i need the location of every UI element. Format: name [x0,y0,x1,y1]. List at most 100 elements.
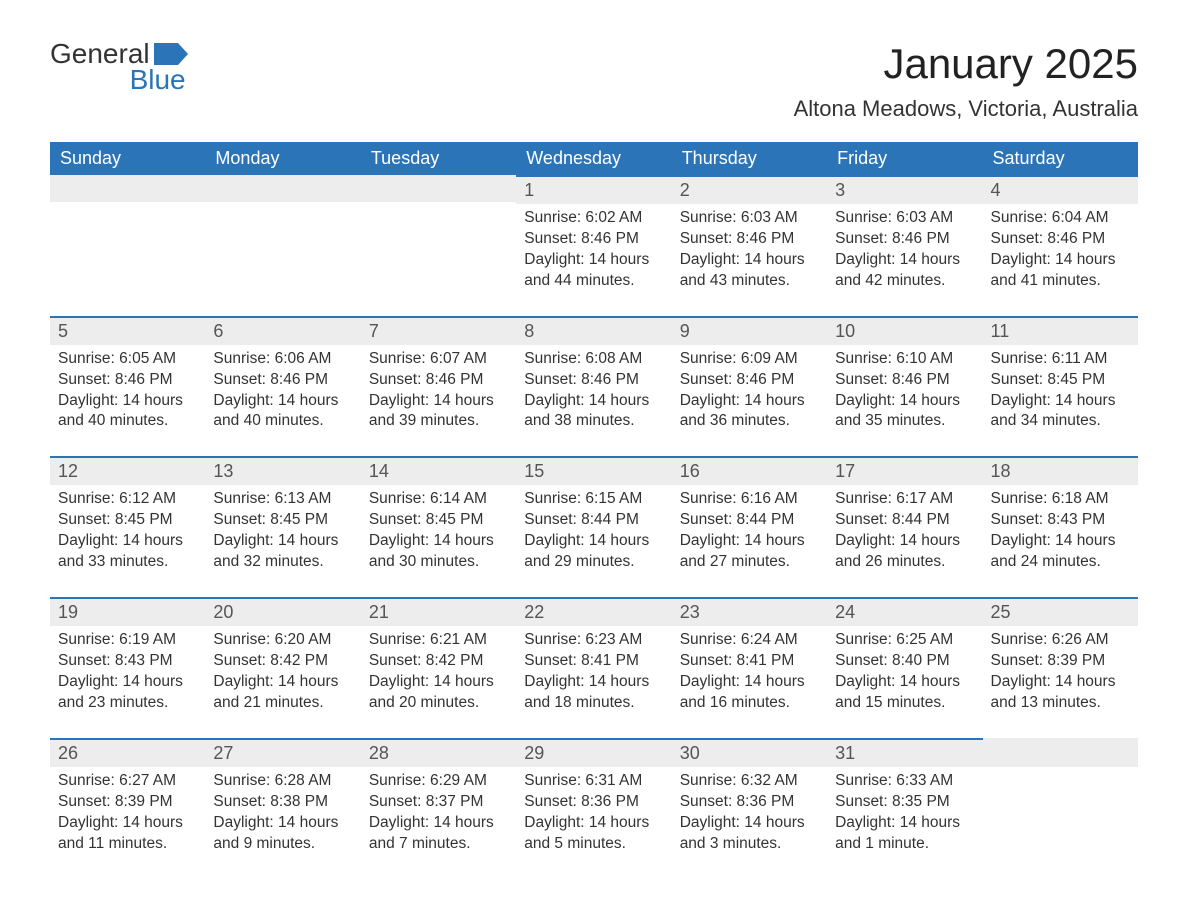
day-body: Sunrise: 6:18 AMSunset: 8:43 PMDaylight:… [983,485,1138,573]
day-number: 19 [50,597,205,626]
day-sunset: Sunset: 8:46 PM [835,229,974,250]
day-sunset: Sunset: 8:36 PM [680,792,819,813]
day-sunrise: Sunrise: 6:15 AM [524,489,663,510]
day-daylight: Daylight: 14 hours and 38 minutes. [524,391,663,433]
day-body: Sunrise: 6:17 AMSunset: 8:44 PMDaylight:… [827,485,982,573]
day-sunrise: Sunrise: 6:10 AM [835,349,974,370]
calendar-day: 17Sunrise: 6:17 AMSunset: 8:44 PMDayligh… [827,456,982,597]
day-daylight: Daylight: 14 hours and 24 minutes. [991,531,1130,573]
calendar-day: 31Sunrise: 6:33 AMSunset: 8:35 PMDayligh… [827,738,982,879]
day-daylight: Daylight: 14 hours and 26 minutes. [835,531,974,573]
day-body: Sunrise: 6:03 AMSunset: 8:46 PMDaylight:… [672,204,827,292]
day-sunset: Sunset: 8:45 PM [991,370,1130,391]
calendar-day: 24Sunrise: 6:25 AMSunset: 8:40 PMDayligh… [827,597,982,738]
day-body: Sunrise: 6:20 AMSunset: 8:42 PMDaylight:… [205,626,360,714]
day-daylight: Daylight: 14 hours and 11 minutes. [58,813,197,855]
day-sunrise: Sunrise: 6:03 AM [835,208,974,229]
day-sunrise: Sunrise: 6:02 AM [524,208,663,229]
day-sunrise: Sunrise: 6:21 AM [369,630,508,651]
day-number: 17 [827,456,982,485]
day-sunset: Sunset: 8:38 PM [213,792,352,813]
day-body: Sunrise: 6:07 AMSunset: 8:46 PMDaylight:… [361,345,516,433]
day-number: 9 [672,316,827,345]
day-daylight: Daylight: 14 hours and 23 minutes. [58,672,197,714]
day-sunrise: Sunrise: 6:23 AM [524,630,663,651]
day-sunset: Sunset: 8:46 PM [524,229,663,250]
day-number: 29 [516,738,671,767]
day-sunrise: Sunrise: 6:25 AM [835,630,974,651]
day-daylight: Daylight: 14 hours and 32 minutes. [213,531,352,573]
weekday-header: Sunday [50,142,205,175]
day-body: Sunrise: 6:27 AMSunset: 8:39 PMDaylight:… [50,767,205,855]
day-sunset: Sunset: 8:46 PM [58,370,197,391]
day-sunrise: Sunrise: 6:18 AM [991,489,1130,510]
day-daylight: Daylight: 14 hours and 1 minute. [835,813,974,855]
day-body: Sunrise: 6:19 AMSunset: 8:43 PMDaylight:… [50,626,205,714]
calendar-day: 30Sunrise: 6:32 AMSunset: 8:36 PMDayligh… [672,738,827,879]
day-body: Sunrise: 6:24 AMSunset: 8:41 PMDaylight:… [672,626,827,714]
day-number: 2 [672,175,827,204]
day-number: 5 [50,316,205,345]
day-sunset: Sunset: 8:42 PM [369,651,508,672]
day-daylight: Daylight: 14 hours and 5 minutes. [524,813,663,855]
day-sunrise: Sunrise: 6:16 AM [680,489,819,510]
day-sunset: Sunset: 8:45 PM [58,510,197,531]
calendar-day: 5Sunrise: 6:05 AMSunset: 8:46 PMDaylight… [50,316,205,457]
day-sunset: Sunset: 8:45 PM [213,510,352,531]
day-body: Sunrise: 6:26 AMSunset: 8:39 PMDaylight:… [983,626,1138,714]
day-sunrise: Sunrise: 6:12 AM [58,489,197,510]
day-number: 18 [983,456,1138,485]
day-body: Sunrise: 6:06 AMSunset: 8:46 PMDaylight:… [205,345,360,433]
logo-flag-icon [154,43,188,65]
day-body: Sunrise: 6:05 AMSunset: 8:46 PMDaylight:… [50,345,205,433]
calendar-day: 16Sunrise: 6:16 AMSunset: 8:44 PMDayligh… [672,456,827,597]
calendar-day: 4Sunrise: 6:04 AMSunset: 8:46 PMDaylight… [983,175,1138,316]
day-number: 12 [50,456,205,485]
day-number: 16 [672,456,827,485]
day-sunset: Sunset: 8:44 PM [524,510,663,531]
day-number: 1 [516,175,671,204]
calendar-day: 9Sunrise: 6:09 AMSunset: 8:46 PMDaylight… [672,316,827,457]
logo-word2: Blue [50,66,188,94]
day-body: Sunrise: 6:25 AMSunset: 8:40 PMDaylight:… [827,626,982,714]
day-sunset: Sunset: 8:46 PM [524,370,663,391]
calendar-day: 14Sunrise: 6:14 AMSunset: 8:45 PMDayligh… [361,456,516,597]
day-sunset: Sunset: 8:46 PM [369,370,508,391]
calendar-day: 29Sunrise: 6:31 AMSunset: 8:36 PMDayligh… [516,738,671,879]
weekday-header: Tuesday [361,142,516,175]
day-number-empty [205,175,360,202]
day-sunrise: Sunrise: 6:29 AM [369,771,508,792]
month-title: January 2025 [794,40,1138,88]
day-daylight: Daylight: 14 hours and 36 minutes. [680,391,819,433]
day-daylight: Daylight: 14 hours and 13 minutes. [991,672,1130,714]
day-sunrise: Sunrise: 6:03 AM [680,208,819,229]
location: Altona Meadows, Victoria, Australia [794,96,1138,122]
day-daylight: Daylight: 14 hours and 29 minutes. [524,531,663,573]
day-body: Sunrise: 6:10 AMSunset: 8:46 PMDaylight:… [827,345,982,433]
day-sunrise: Sunrise: 6:06 AM [213,349,352,370]
calendar-day: 28Sunrise: 6:29 AMSunset: 8:37 PMDayligh… [361,738,516,879]
calendar-day: 15Sunrise: 6:15 AMSunset: 8:44 PMDayligh… [516,456,671,597]
day-sunset: Sunset: 8:45 PM [369,510,508,531]
day-body: Sunrise: 6:02 AMSunset: 8:46 PMDaylight:… [516,204,671,292]
day-daylight: Daylight: 14 hours and 44 minutes. [524,250,663,292]
calendar-table: SundayMondayTuesdayWednesdayThursdayFrid… [50,142,1138,878]
day-sunrise: Sunrise: 6:17 AM [835,489,974,510]
calendar-day: 27Sunrise: 6:28 AMSunset: 8:38 PMDayligh… [205,738,360,879]
day-daylight: Daylight: 14 hours and 9 minutes. [213,813,352,855]
day-sunrise: Sunrise: 6:31 AM [524,771,663,792]
day-number-empty [361,175,516,202]
calendar-empty [50,175,205,316]
title-block: January 2025 Altona Meadows, Victoria, A… [794,40,1138,122]
day-sunrise: Sunrise: 6:08 AM [524,349,663,370]
day-sunrise: Sunrise: 6:28 AM [213,771,352,792]
day-sunrise: Sunrise: 6:33 AM [835,771,974,792]
calendar-day: 22Sunrise: 6:23 AMSunset: 8:41 PMDayligh… [516,597,671,738]
day-number: 30 [672,738,827,767]
day-daylight: Daylight: 14 hours and 7 minutes. [369,813,508,855]
day-sunrise: Sunrise: 6:14 AM [369,489,508,510]
calendar-day: 18Sunrise: 6:18 AMSunset: 8:43 PMDayligh… [983,456,1138,597]
calendar-empty [983,738,1138,879]
day-daylight: Daylight: 14 hours and 35 minutes. [835,391,974,433]
day-sunrise: Sunrise: 6:09 AM [680,349,819,370]
